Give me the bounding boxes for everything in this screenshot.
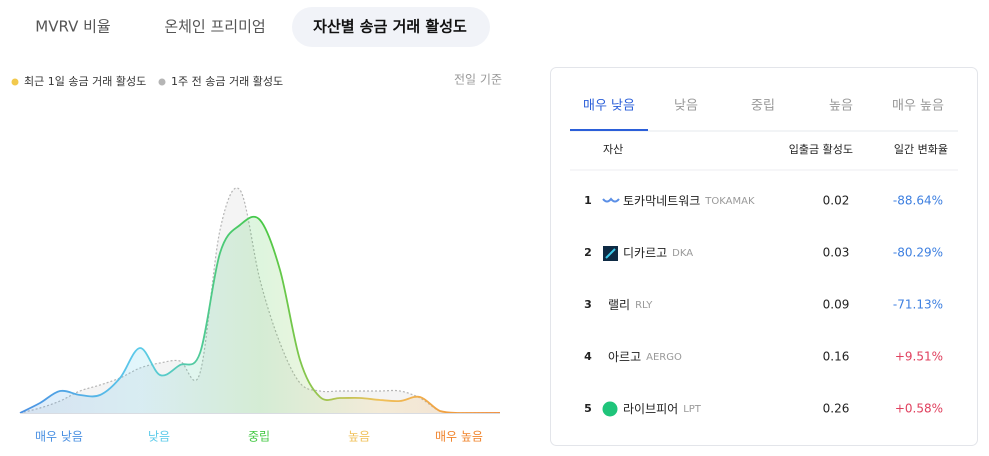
top-tab[interactable]: 자산별 송금 거래 활성도 [313, 18, 467, 36]
legend-dot [158, 78, 166, 86]
change: -88.64% [893, 194, 943, 208]
rank: 4 [584, 350, 592, 363]
table-header: 자산 [603, 143, 623, 156]
rank: 2 [584, 246, 592, 259]
legend-dot [11, 78, 19, 86]
table-tab[interactable]: 매우 낮음 [583, 99, 635, 114]
series-area [20, 216, 500, 413]
legend-label: 최근 1일 송금 거래 활성도 [24, 74, 146, 88]
band-label: 매우 낮음 [35, 430, 83, 444]
rank: 1 [584, 194, 592, 207]
table-header: 일간 변화율 [894, 142, 948, 156]
asset-ticker: TOKAMAK [704, 196, 755, 207]
rank: 5 [584, 402, 592, 415]
asset-name[interactable]: 아르고 AERGO [608, 350, 682, 364]
activity: 0.26 [823, 402, 850, 416]
asset-ticker: DKA [672, 248, 693, 259]
asset-icons [602, 197, 620, 417]
table-panel [550, 67, 978, 446]
rank: 3 [584, 298, 592, 311]
series-line [19, 215, 500, 414]
active-tab-bg [292, 7, 490, 47]
asset-name-text: 토카막네트워크 [623, 194, 700, 208]
table-tab[interactable]: 낮음 [674, 99, 698, 114]
asset-name[interactable]: 라이브피어 LPT [623, 402, 702, 416]
activity: 0.09 [823, 298, 850, 312]
asset-name-text: 랠리 [608, 298, 630, 312]
asset-name[interactable]: 랠리 RLY [608, 298, 653, 312]
change: -80.29% [893, 246, 943, 260]
asset-name[interactable]: 디카르고 DKA [623, 246, 693, 260]
band-label: 중립 [248, 430, 270, 444]
change: -71.13% [893, 298, 943, 312]
top-tab[interactable]: MVRV 비율 [35, 18, 110, 36]
activity: 0.03 [823, 246, 850, 260]
top-tab[interactable]: 온체인 프리미엄 [164, 18, 265, 36]
asset-name-text: 디카르고 [623, 246, 667, 260]
change: +0.58% [895, 402, 943, 416]
icon-dka-mark [605, 248, 616, 259]
change: +9.51% [895, 350, 943, 364]
band-label: 매우 높음 [435, 430, 483, 444]
asset-ticker: RLY [635, 300, 653, 311]
band-label: 낮음 [148, 430, 170, 444]
activity: 0.02 [823, 194, 850, 208]
asset-ticker: AERGO [646, 352, 682, 363]
table-tab[interactable]: 높음 [829, 99, 853, 114]
icon-lpt [602, 401, 618, 417]
table-tab[interactable]: 매우 높음 [892, 99, 944, 114]
asset-name-text: 아르고 [608, 350, 641, 364]
chart-note: 전일 기준 [454, 73, 502, 87]
legend-label: 1주 전 송금 거래 활성도 [171, 74, 283, 88]
activity: 0.16 [823, 350, 850, 364]
band-label: 높음 [348, 430, 370, 444]
table-header: 입출금 활성도 [789, 142, 853, 156]
asset-ticker: LPT [683, 404, 702, 415]
asset-name-text: 라이브피어 [623, 402, 678, 416]
active-tab-underline [570, 129, 648, 131]
table-tab[interactable]: 중립 [751, 99, 775, 114]
icon-tokamak [602, 197, 620, 203]
asset-name[interactable]: 토카막네트워크 TOKAMAK [623, 194, 755, 208]
